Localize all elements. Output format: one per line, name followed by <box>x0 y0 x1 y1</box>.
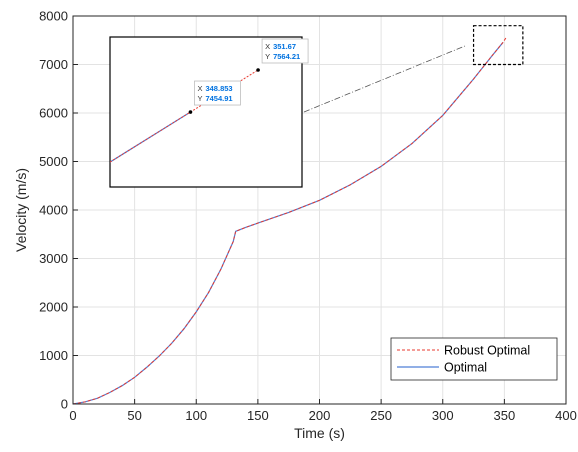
y-axis-label: Velocity (m/s) <box>13 168 29 252</box>
datatip-y-value: 7564.21 <box>273 52 300 61</box>
legend: Robust Optimal Optimal <box>390 337 558 381</box>
series-line-robust-optimal <box>72 36 507 405</box>
datatip-x-value: 351.67 <box>273 42 296 51</box>
y-tick-label: 4000 <box>39 203 68 218</box>
x-tick-label: 0 <box>69 408 76 423</box>
datatip-y-key: Y <box>197 94 202 103</box>
x-axis-ticks: 0 50 100 150 200 250 300 350 400 <box>69 399 577 423</box>
datatip-box <box>194 80 241 106</box>
y-tick-label: 0 <box>61 397 68 412</box>
y-axis-ticks: 0 1000 2000 3000 4000 5000 6000 7000 8000 <box>39 9 78 412</box>
datatip-marker <box>188 110 193 114</box>
x-tick-label: 300 <box>432 408 454 423</box>
datatip-x-key: X <box>197 84 202 93</box>
y-tick-label: 5000 <box>39 154 68 169</box>
datatip-box <box>261 38 309 64</box>
x-tick-label: 50 <box>127 408 141 423</box>
x-tick-label: 350 <box>494 408 516 423</box>
y-tick-label: 1000 <box>39 348 68 363</box>
y-tick-label: 6000 <box>39 106 68 121</box>
x-tick-label: 100 <box>185 408 207 423</box>
y-tick-label: 3000 <box>39 251 68 266</box>
zoom-region-box <box>472 25 524 66</box>
legend-box <box>390 337 558 381</box>
datatip-y-value: 7454.91 <box>205 94 232 103</box>
zoom-connector-line <box>303 45 466 113</box>
datatip-marker <box>256 68 260 72</box>
y-tick-label: 7000 <box>39 57 68 72</box>
legend-label-robust-optimal: Robust Optimal <box>444 344 530 358</box>
y-tick-label: 8000 <box>39 9 68 24</box>
x-tick-label: 400 <box>555 408 577 423</box>
x-tick-label: 150 <box>247 408 269 423</box>
legend-label-optimal: Optimal <box>444 361 487 375</box>
y-tick-label: 2000 <box>39 300 68 315</box>
datatip-x-key: X <box>265 42 270 51</box>
datatip-x-value: 348.853 <box>205 84 232 93</box>
x-tick-label: 200 <box>309 408 331 423</box>
series-lines <box>72 36 507 405</box>
datatip-y-key: Y <box>265 52 270 61</box>
x-tick-label: 250 <box>370 408 392 423</box>
x-axis-label: Time (s) <box>294 425 345 441</box>
